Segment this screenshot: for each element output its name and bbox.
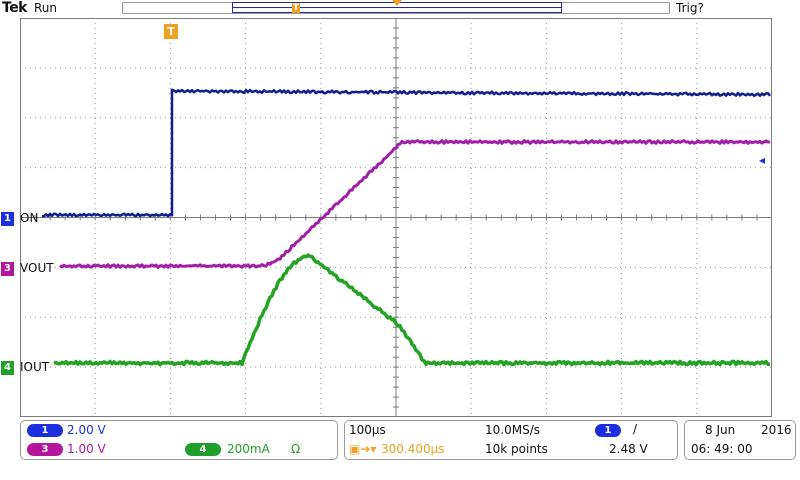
graticule-grid <box>20 18 772 417</box>
ch3-badge: 3 <box>27 443 63 456</box>
trigger-delay-icon: ▣➔▾ <box>349 442 377 456</box>
ch4-label: IOUT <box>20 360 50 374</box>
trigger-status: Trig? <box>676 1 704 15</box>
ch1-label: ON <box>20 211 39 225</box>
brand-logo: Tek <box>2 0 28 16</box>
trigger-level: 2.48 V <box>609 442 648 456</box>
acquisition-state[interactable]: Run <box>34 1 58 15</box>
time: 06: 49: 00 <box>691 442 753 456</box>
ch1-trace <box>41 88 771 218</box>
ch4-badge: 4 <box>185 443 221 456</box>
timebase: 100µs <box>349 423 386 437</box>
year: 2016 <box>761 423 792 437</box>
trigger-delay: 300.400µs <box>381 442 445 456</box>
status-bar: Tek Run T Trig? <box>0 0 800 18</box>
ch3-label: VOUT <box>20 261 54 275</box>
ch4-ground-marker[interactable]: 4 <box>1 361 14 375</box>
record-length: 10k points <box>485 442 548 456</box>
ch1-badge: 1 <box>27 424 63 437</box>
ch4-trace <box>53 253 771 367</box>
ch1-scale: 2.00 V <box>67 423 106 437</box>
trigger-source-badge: 1 <box>595 424 621 437</box>
readout-bar: 1 2.00 V 3 1.00 V 4 200mA Ω 100µs 10.0MS… <box>0 418 800 480</box>
ch4-scale: 200mA <box>227 442 270 456</box>
sample-rate: 10.0MS/s <box>485 423 540 437</box>
ch1-ground-marker[interactable]: 1 <box>1 212 14 226</box>
datetime-panel: 8 Jun 2016 06: 49: 00 <box>684 420 796 460</box>
trigger-position-marker: T <box>292 3 300 13</box>
ch4-unit-icon: Ω <box>291 442 301 456</box>
date: 8 Jun <box>705 423 736 437</box>
vertical-panel[interactable]: 1 2.00 V 3 1.00 V 4 200mA Ω <box>20 420 338 460</box>
ch3-scale: 1.00 V <box>67 442 106 456</box>
ch3-ground-marker[interactable]: 3 <box>1 262 14 276</box>
trigger-time-marker[interactable]: T <box>164 24 178 39</box>
trigger-level-arrow-icon[interactable]: ◂ <box>759 153 766 167</box>
ch3-trace <box>59 139 771 269</box>
waveform-display[interactable] <box>20 18 772 417</box>
horizontal-trigger-panel[interactable]: 100µs 10.0MS/s 1 / ▣➔▾ 300.400µs 10k poi… <box>344 420 678 460</box>
trigger-slope-icon: / <box>633 422 638 436</box>
expansion-point-marker <box>392 0 402 6</box>
